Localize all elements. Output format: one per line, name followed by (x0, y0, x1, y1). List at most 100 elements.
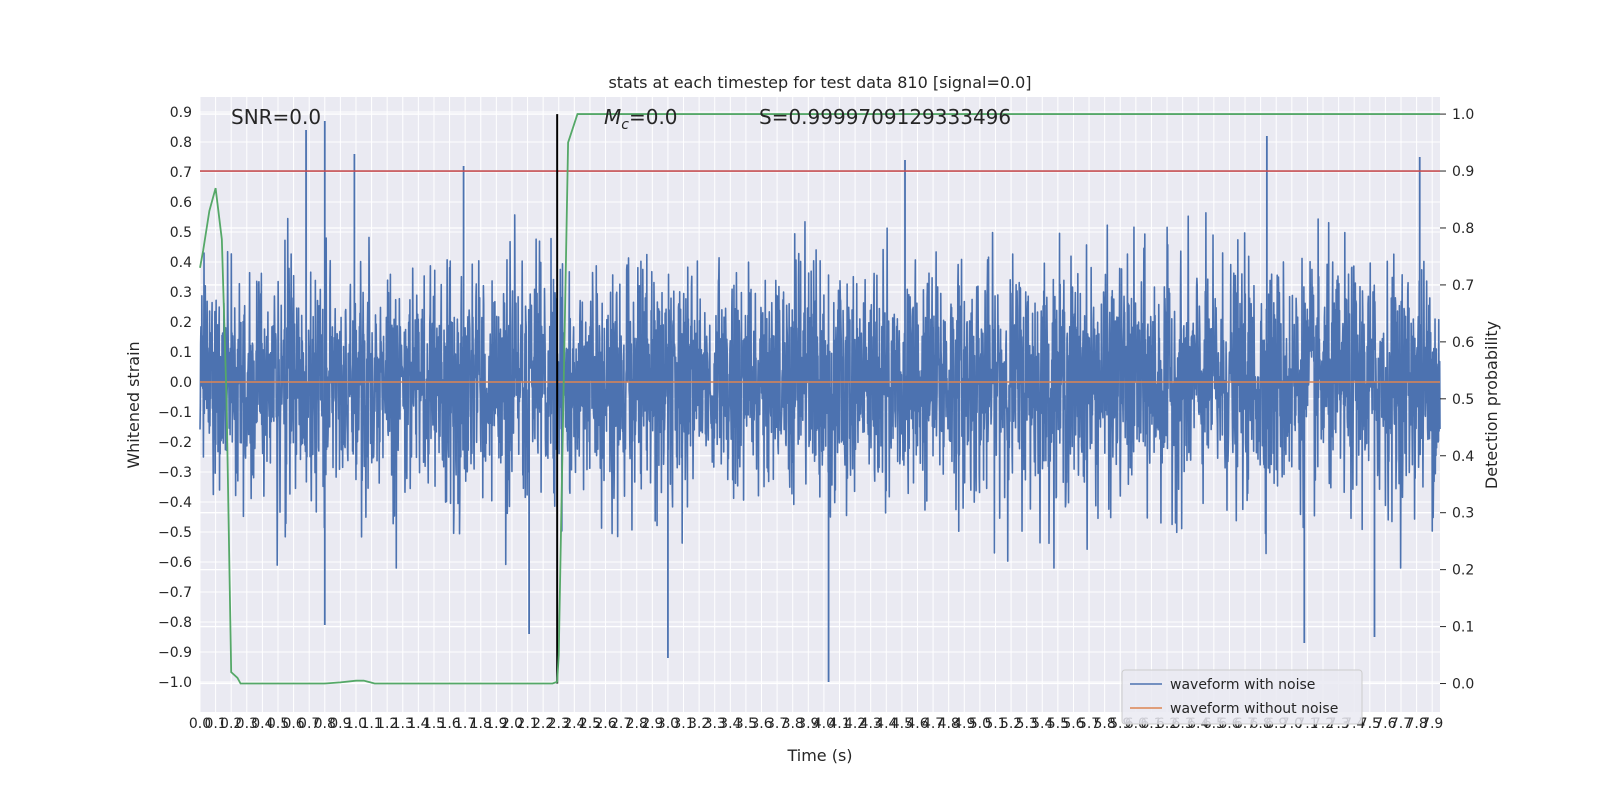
legend-label-noise: waveform with noise (1170, 677, 1315, 693)
x-tick-label: 3.7 (766, 716, 788, 732)
x-tick-label: 7.6 (1374, 716, 1396, 732)
x-tick-label: 3.9 (797, 716, 819, 732)
x-axis-label: Time (s) (786, 746, 852, 765)
y-tick-label-left: −0.6 (158, 555, 192, 571)
y-tick-label-right: 0.9 (1452, 164, 1474, 180)
x-tick-label: 2.2 (532, 716, 554, 732)
x-tick-label: 0.0 (189, 716, 211, 732)
x-tick-label: 2.6 (594, 716, 616, 732)
y-tick-label-left: −0.3 (158, 465, 192, 481)
detection-statistic-annotation: S=0.9999709129333496 (759, 105, 1011, 129)
chirp-mass-annotation: Mc=0.0 (604, 105, 678, 133)
x-tick-label: 2.3 (548, 716, 570, 732)
x-tick-label: 4.2 (844, 716, 866, 732)
y-tick-label-right: 0.8 (1452, 221, 1474, 237)
y-tick-label-left: −0.9 (158, 645, 192, 661)
x-tick-label: 2.4 (563, 716, 585, 732)
x-tick-label: 2.7 (610, 716, 632, 732)
y-tick-label-right: 0.0 (1452, 677, 1474, 693)
x-tick-label: 5.7 (1078, 716, 1100, 732)
x-tick-label: 1.3 (392, 716, 414, 732)
x-tick-label: 5.4 (1031, 716, 1053, 732)
x-tick-label: 4.9 (953, 716, 975, 732)
x-tick-label: 1.6 (438, 716, 460, 732)
x-tick-label: 1.5 (423, 716, 445, 732)
x-tick-label: 4.4 (875, 716, 897, 732)
y-tick-label-right: 0.2 (1452, 563, 1474, 579)
x-tick-label: 5.8 (1094, 716, 1116, 732)
y-tick-label-right: 1.0 (1452, 107, 1474, 123)
x-tick-label: 4.6 (906, 716, 928, 732)
x-tick-label: 3.8 (782, 716, 804, 732)
y-axis-label-left: Whitened strain (124, 341, 143, 468)
x-tick-label: 2.8 (626, 716, 648, 732)
x-tick-label: 3.2 (688, 716, 710, 732)
x-tick-label: 4.8 (938, 716, 960, 732)
y-tick-label-left: 0.9 (170, 105, 192, 121)
y-tick-label-left: 0.0 (170, 375, 192, 391)
x-tick-label: 3.0 (657, 716, 679, 732)
y-tick-label-left: 0.7 (170, 165, 192, 181)
x-tick-label: 4.0 (813, 716, 835, 732)
x-tick-label: 2.5 (579, 716, 601, 732)
x-tick-label: 0.5 (267, 716, 289, 732)
y-tick-label-left: 0.6 (170, 195, 192, 211)
x-tick-label: 3.1 (672, 716, 694, 732)
x-tick-label: 1.1 (360, 716, 382, 732)
x-tick-label: 1.2 (376, 716, 398, 732)
legend-label-clean: waveform without noise (1170, 701, 1338, 717)
y-tick-label-left: 0.8 (170, 135, 192, 151)
x-tick-label: 5.6 (1062, 716, 1084, 732)
data-layer (199, 113, 1441, 685)
y-tick-label-left: −1.0 (158, 675, 192, 691)
x-tick-label: 5.5 (1047, 716, 1069, 732)
y-axis-label-right: Detection probability (1482, 321, 1501, 489)
x-tick-label: 3.3 (704, 716, 726, 732)
legend-box (1121, 669, 1363, 725)
x-tick-label: 1.8 (470, 716, 492, 732)
x-tick-label: 0.7 (298, 716, 320, 732)
x-tick-label: 0.6 (282, 716, 304, 732)
chirp-mass-subscript: c (621, 117, 629, 133)
x-tick-label: 3.4 (719, 716, 741, 732)
x-tick-label: 1.4 (407, 716, 429, 732)
x-tick-label: 0.9 (329, 716, 351, 732)
y-tick-label-left: −0.4 (158, 495, 192, 511)
x-tick-label: 1.0 (345, 716, 367, 732)
y-tick-label-left: 0.3 (170, 285, 192, 301)
y-tick-label-right: 0.7 (1452, 278, 1474, 294)
x-tick-label: 2.9 (641, 716, 663, 732)
series-waveform-with-noise (199, 212, 1441, 569)
x-tick-label: 2.0 (501, 716, 523, 732)
series-detection-probability (199, 113, 1440, 685)
y-tick-label-right: 0.4 (1452, 449, 1474, 465)
legend: waveform with noise waveform without noi… (1121, 669, 1363, 725)
x-tick-label: 0.3 (236, 716, 258, 732)
y-tick-label-left: 0.5 (170, 225, 192, 241)
y-tick-label-right: 0.3 (1452, 506, 1474, 522)
x-tick-label: 1.7 (454, 716, 476, 732)
x-tick-label: 5.2 (1000, 716, 1022, 732)
x-tick-label: 1.9 (485, 716, 507, 732)
chart-title: stats at each timestep for test data 810… (608, 73, 1031, 92)
snr-annotation: SNR=0.0 (231, 105, 321, 129)
y-tick-label-left: −0.8 (158, 615, 192, 631)
x-tick-label: 0.4 (251, 716, 273, 732)
y-tick-label-left: 0.4 (170, 255, 192, 271)
x-tick-label: 3.5 (735, 716, 757, 732)
x-tick-label: 4.3 (860, 716, 882, 732)
x-tick-label: 5.0 (969, 716, 991, 732)
y-tick-label-left: −0.2 (158, 435, 192, 451)
x-tick-label: 3.6 (750, 716, 772, 732)
y-tick-label-left: −0.1 (158, 405, 192, 421)
y-tick-label-left: −0.5 (158, 525, 192, 541)
x-tick-label: 7.5 (1359, 716, 1381, 732)
y-tick-label-right: 0.5 (1452, 392, 1474, 408)
x-tick-label: 0.8 (314, 716, 336, 732)
x-tick-label: 7.7 (1390, 716, 1412, 732)
x-tick-label: 7.9 (1421, 716, 1443, 732)
axes: 0.00.10.20.30.40.50.60.70.80.91.01.11.21… (158, 105, 1474, 732)
x-tick-label: 4.1 (828, 716, 850, 732)
chirp-mass-symbol: M (604, 105, 621, 129)
